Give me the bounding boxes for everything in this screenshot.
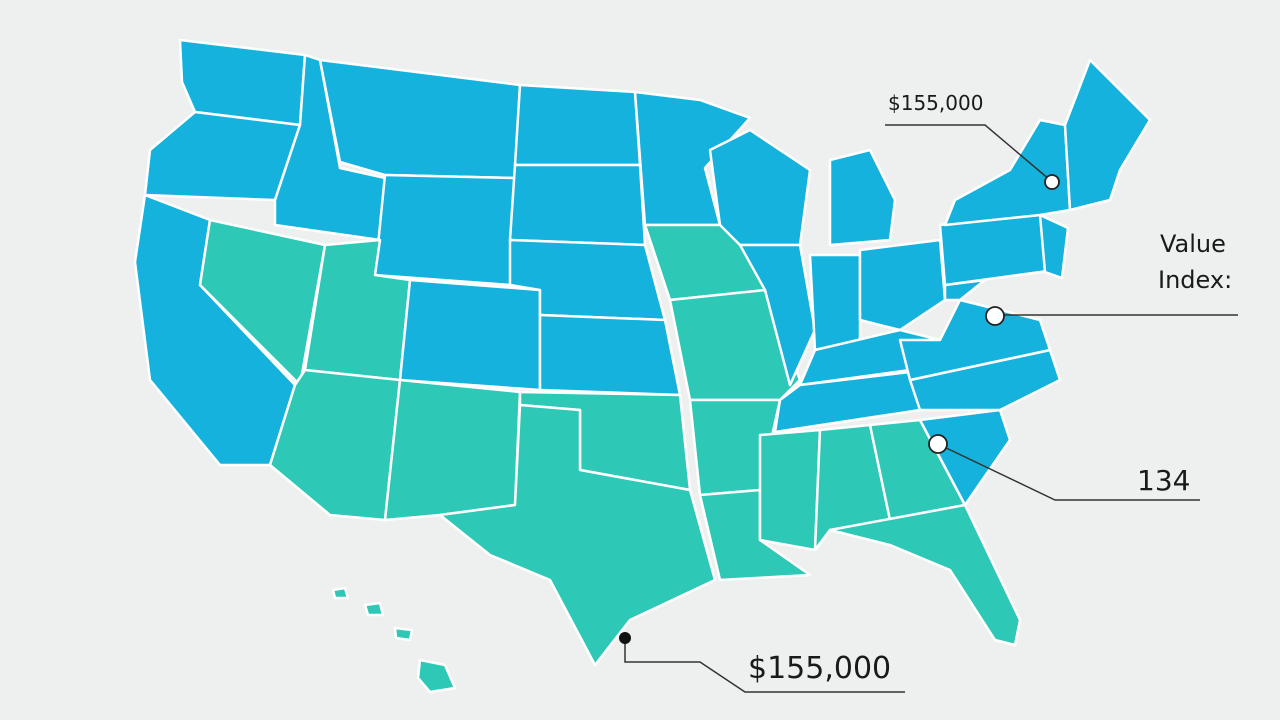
- state: [758, 428, 822, 552]
- island: [331, 586, 350, 600]
- map-pin: [1044, 174, 1060, 190]
- state: [1038, 213, 1070, 280]
- island: [363, 601, 385, 617]
- leader-line: [885, 124, 1051, 181]
- state: [1063, 58, 1152, 212]
- callout-label: Index:: [1158, 266, 1232, 294]
- state: [383, 378, 522, 522]
- map-pin: [985, 306, 1005, 326]
- island: [393, 626, 414, 642]
- us-map: [133, 38, 1152, 694]
- state: [513, 83, 642, 167]
- map-pin: [619, 632, 631, 644]
- leader-line: [624, 640, 905, 693]
- state: [738, 243, 817, 387]
- state: [698, 488, 812, 582]
- island: [416, 658, 457, 694]
- state: [898, 298, 1052, 382]
- callout-label: $155,000: [888, 91, 983, 115]
- state: [373, 173, 517, 287]
- callout-label: $155,000: [748, 651, 891, 686]
- state: [438, 403, 717, 667]
- callout-label: 134: [1137, 464, 1190, 497]
- state: [858, 238, 947, 332]
- state: [508, 163, 647, 247]
- state: [538, 313, 682, 397]
- state: [828, 148, 897, 247]
- state: [828, 503, 1022, 647]
- map-pin: [928, 434, 948, 454]
- state: [808, 253, 862, 352]
- leader-line: [939, 444, 1200, 501]
- state: [668, 288, 802, 402]
- callout-label: Value: [1160, 230, 1226, 258]
- state: [398, 278, 542, 392]
